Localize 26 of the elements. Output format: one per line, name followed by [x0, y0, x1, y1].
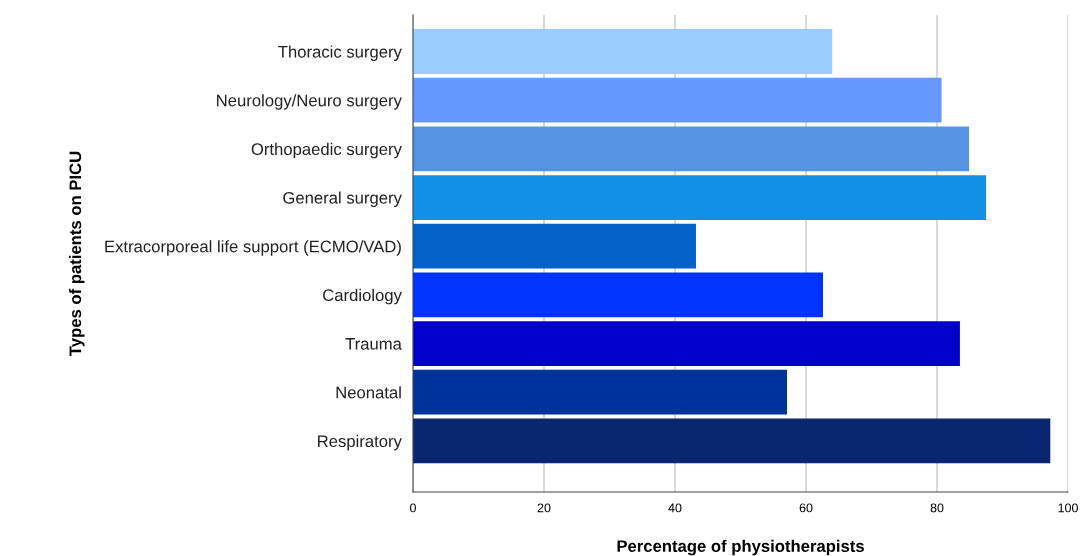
y-axis-title: Types of patients on PICU: [68, 151, 85, 356]
y-tick-label: General surgery: [283, 191, 402, 208]
bar: [413, 29, 833, 74]
x-tick-label: 60: [799, 503, 813, 513]
bar: [413, 223, 696, 269]
bar: [413, 126, 970, 172]
y-tick-label: Thoracic surgery: [278, 45, 402, 61]
x-tick-label: 40: [668, 503, 682, 513]
bar: [413, 321, 960, 366]
bar: [413, 418, 1051, 464]
x-tick-label: 100: [1058, 503, 1078, 513]
x-tick-label: 0: [410, 503, 416, 513]
y-tick-label: Cardiology: [323, 288, 402, 305]
bar: [413, 175, 987, 220]
y-tick-label: Orthopaedic surgery: [251, 142, 402, 159]
bar: [413, 77, 942, 123]
x-tick-label: 20: [537, 503, 551, 513]
y-tick-label: Neonatal: [336, 386, 401, 399]
y-tick-label: Neurology/Neuro surgery: [217, 94, 402, 110]
x-tick-label: 80: [930, 503, 944, 513]
bar: [413, 272, 824, 318]
y-tick-label: Respiratory: [318, 434, 402, 451]
x-axis-title: Percentage of physiotherapists: [617, 539, 864, 556]
y-tick-label: Extracorporeal life support (ECMO/VAD): [105, 240, 401, 256]
bar: [413, 369, 788, 415]
y-tick-label: Trauma: [345, 338, 402, 350]
